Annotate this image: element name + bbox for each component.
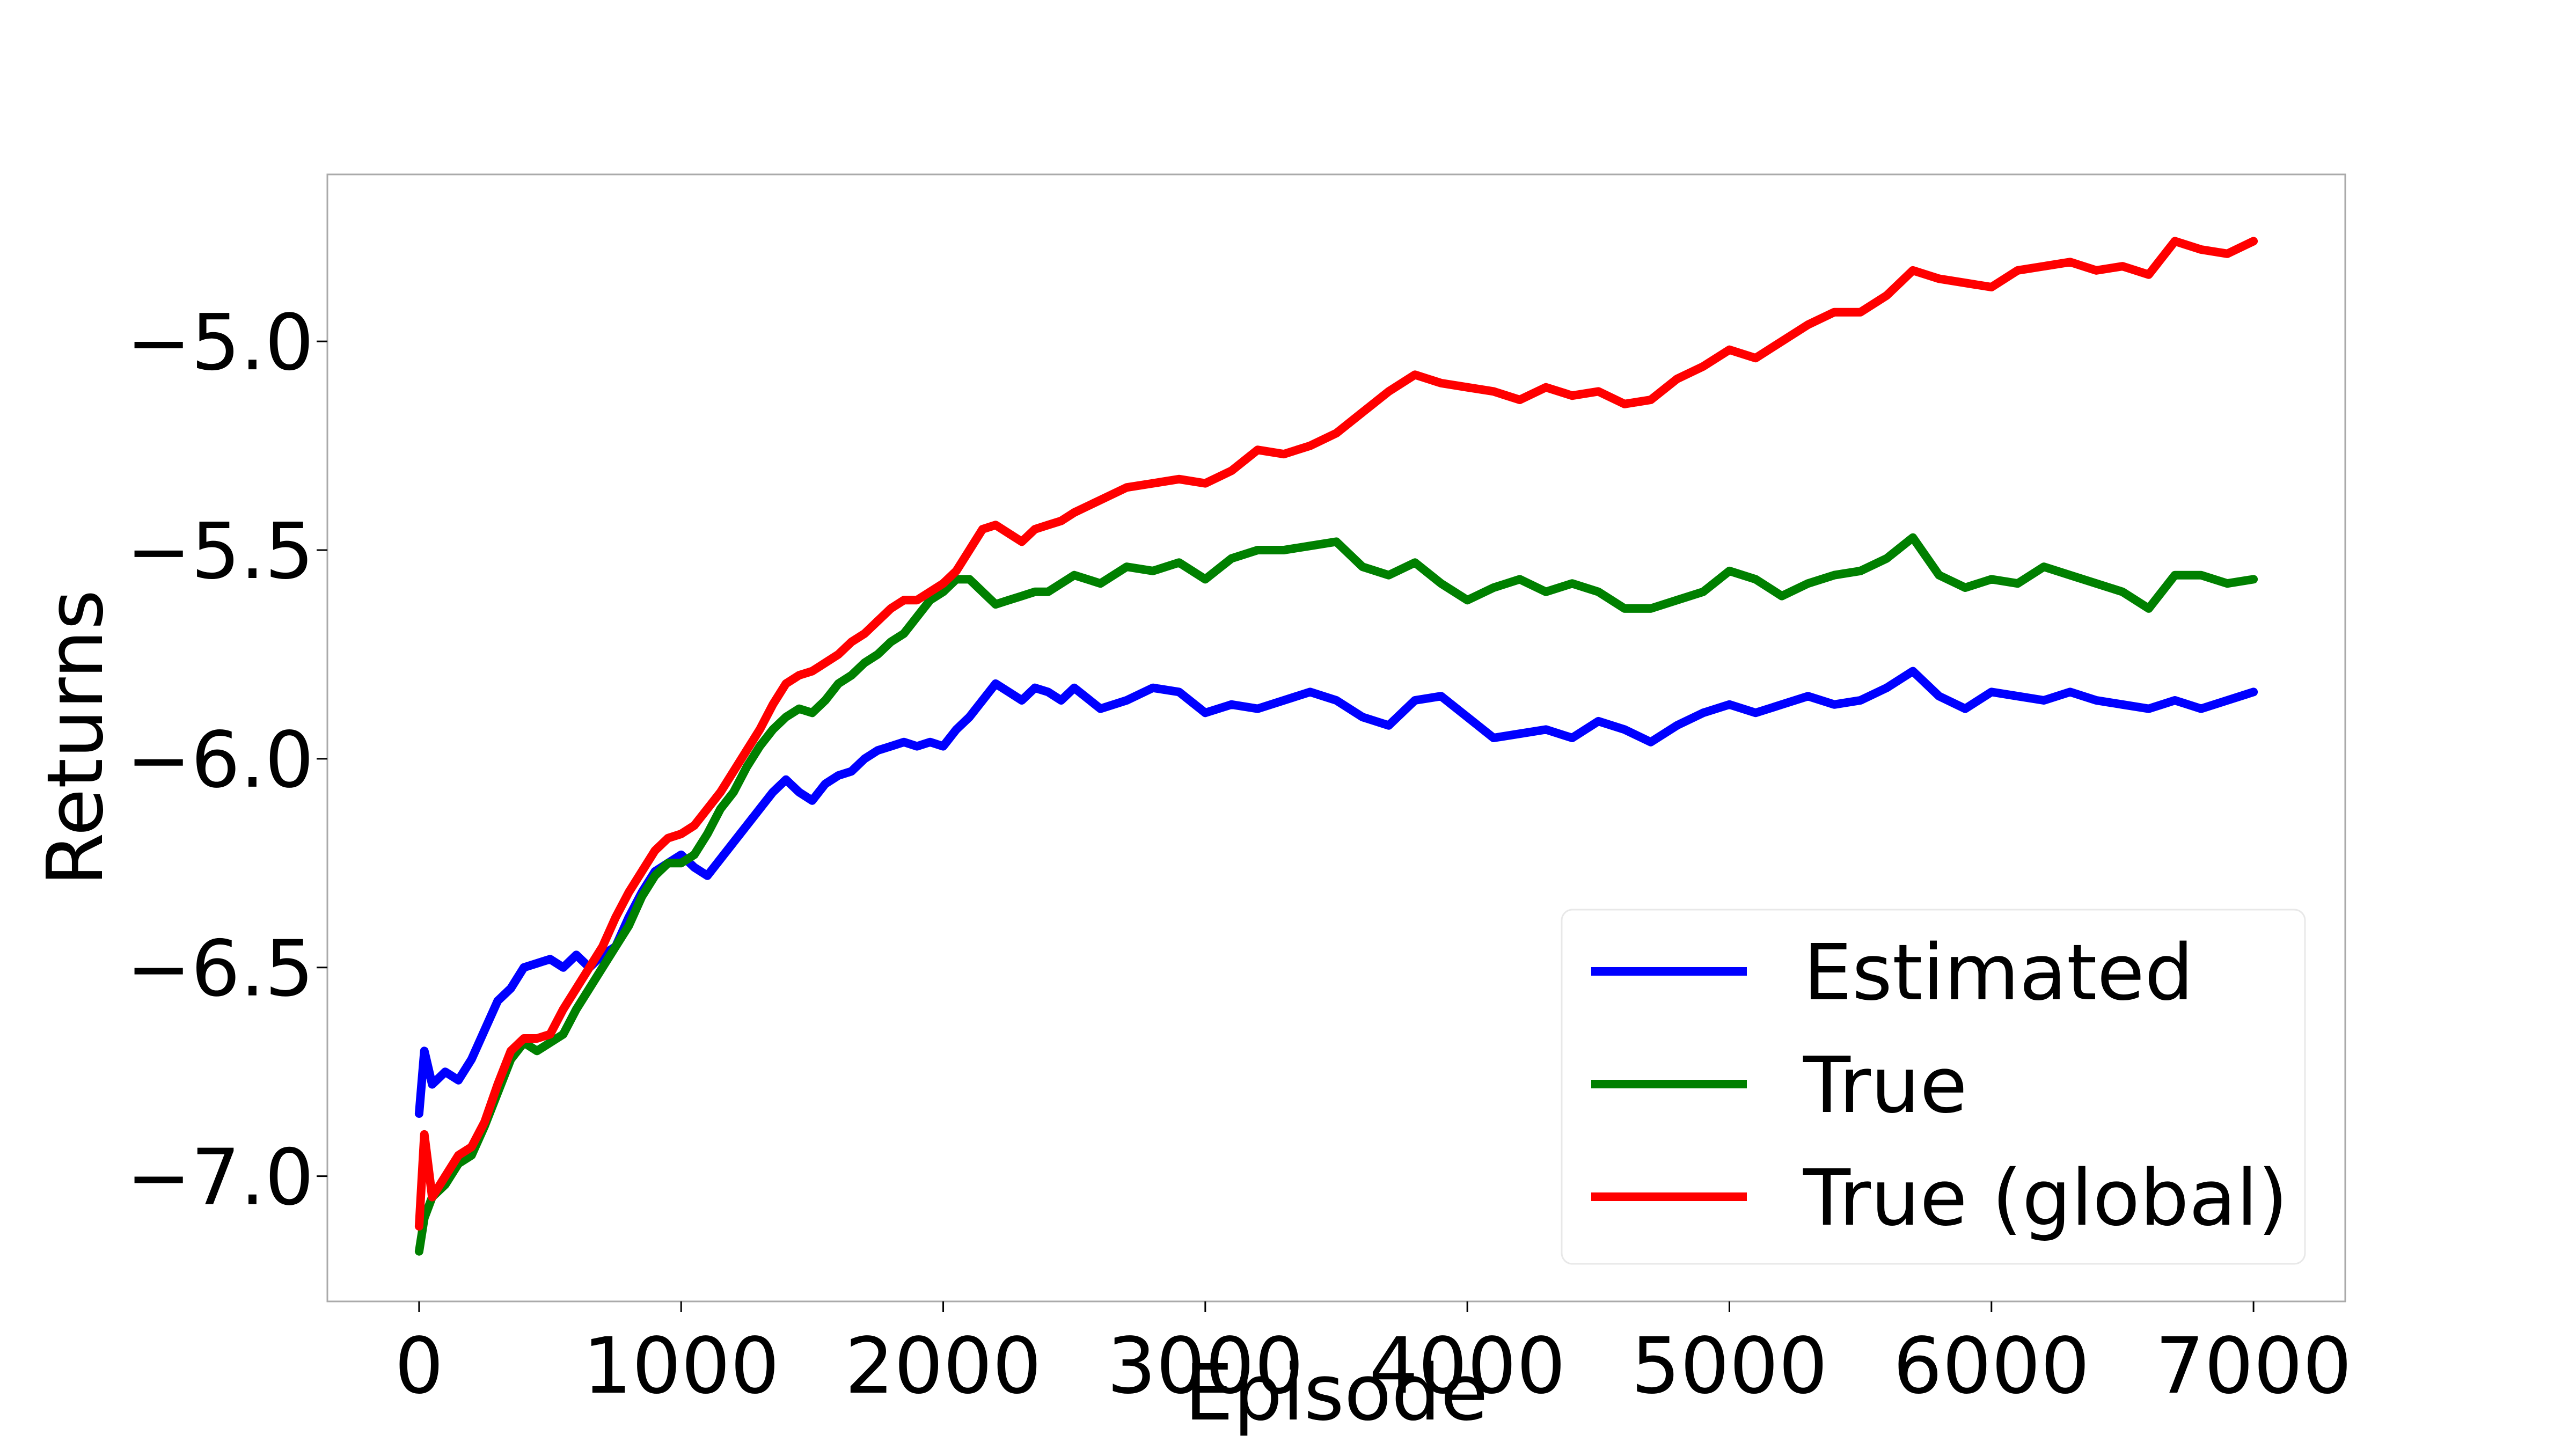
x-axis-label: Episode	[1184, 1348, 1488, 1438]
x-axis: 0 1000 2000 3000 4000 5000 6000 7000	[394, 1301, 2352, 1411]
y-tick-label: −5.0	[126, 297, 314, 387]
legend-entry-label: True	[1803, 1040, 1967, 1130]
x-tick-label: 3000	[1107, 1321, 1304, 1411]
x-tick-label: 2000	[845, 1321, 1041, 1411]
y-tick-label: −7.0	[126, 1132, 314, 1223]
legend-entry-label: Estimated	[1803, 927, 2193, 1018]
y-tick-label: −6.5	[126, 924, 314, 1014]
y-tick-label: −6.0	[126, 715, 314, 805]
legend: Estimated True True (global)	[1561, 909, 2306, 1265]
x-tick-label: 7000	[2155, 1321, 2352, 1411]
x-tick-label: 6000	[1893, 1321, 2090, 1411]
legend-entry-label: True (global)	[1803, 1153, 2288, 1243]
x-tick-label: 5000	[1631, 1321, 1827, 1411]
plot-area-border	[326, 173, 2346, 1302]
series-layer	[414, 237, 2258, 1256]
legend-box	[1561, 909, 2306, 1265]
series-line-true-global	[414, 237, 2258, 1231]
series-line-true	[414, 533, 2258, 1256]
y-tick-label: −5.5	[126, 506, 314, 596]
x-tick-label: 0	[394, 1321, 444, 1411]
x-tick-label: 1000	[583, 1321, 779, 1411]
y-axis: −7.0 −6.5 −6.0 −5.5 −5.0	[126, 297, 327, 1223]
x-tick-label: 4000	[1369, 1321, 1565, 1411]
y-axis-label: Returns	[30, 590, 120, 887]
plot-frame	[326, 173, 2346, 1302]
